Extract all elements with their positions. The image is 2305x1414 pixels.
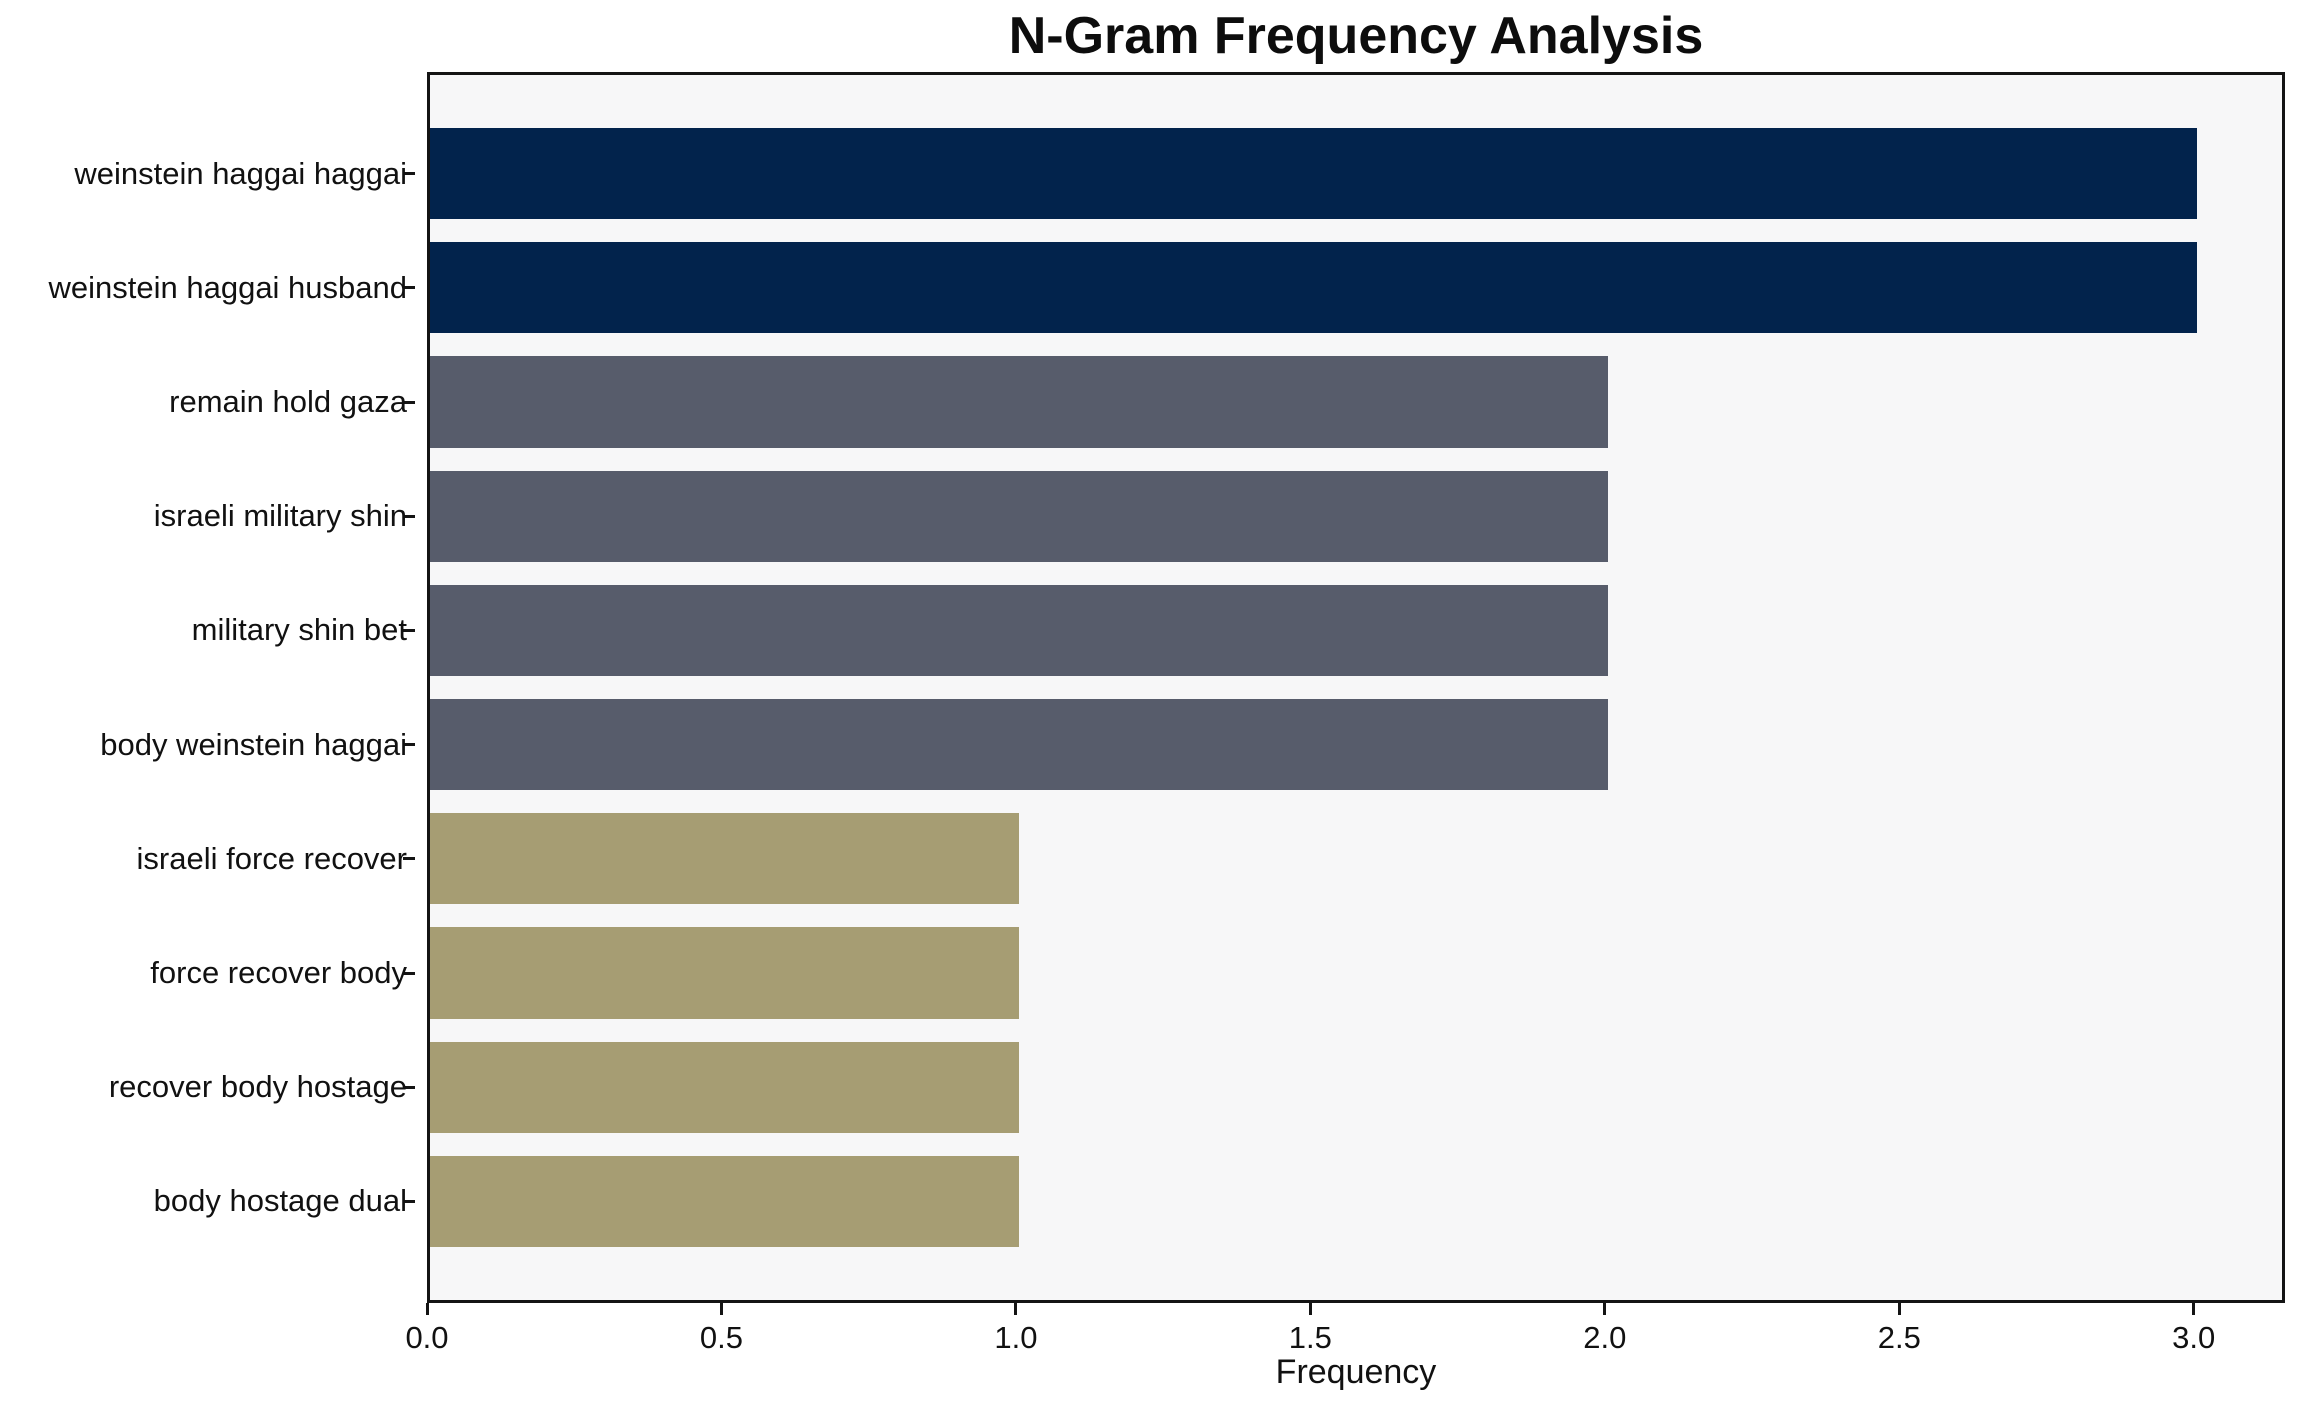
y-label-force-recover-body: force recover body (150, 955, 407, 990)
bar-remain-hold-gaza (430, 356, 1608, 448)
x-tick-1.5 (1308, 1303, 1312, 1315)
bar-weinstein-haggai-haggai (430, 127, 2197, 220)
x-tick-label-2.0: 2.0 (1583, 1320, 1627, 1355)
y-tick-military-shin-bet (403, 628, 415, 632)
x-tick-label-3.0: 3.0 (2172, 1320, 2216, 1355)
y-label-recover-body-hostage: recover body hostage (108, 1069, 407, 1105)
bar-body-hostage-dual (430, 1155, 1019, 1248)
x-tick-0.5 (719, 1303, 723, 1315)
y-tick-remain-hold-gaza (403, 400, 415, 404)
bar-recover-body-hostage (430, 1041, 1019, 1133)
x-tick-label-0.0: 0.0 (405, 1320, 449, 1355)
y-label-israeli-force-recover: israeli force recover (136, 840, 407, 876)
x-tick-label-1.5: 1.5 (1288, 1320, 1332, 1355)
y-label-israeli-military-shin: israeli military shin (153, 498, 407, 534)
y-tick-recover-body-hostage (403, 1085, 415, 1089)
bar-weinstein-haggai-husband (430, 242, 2197, 334)
x-tick-0.0 (425, 1303, 429, 1315)
y-tick-israeli-force-recover (403, 857, 415, 861)
x-axis-label: Frequency (1275, 1353, 1437, 1391)
x-tick-2.0 (1603, 1303, 1607, 1315)
y-axis-labels: weinstein haggai haggai weinstein haggai … (0, 72, 415, 1303)
bar-force-recover-body (430, 927, 1019, 1019)
y-label-body-hostage-dual: body hostage dual (153, 1183, 407, 1219)
x-tick-1.0 (1014, 1303, 1018, 1315)
x-tick-3.0 (2192, 1303, 2196, 1315)
x-axis-ticks: 0.0 0.5 1.0 1.5 2.0 2.5 3.0 (405, 1303, 2285, 1393)
y-label-military-shin-bet: military shin bet (191, 612, 407, 648)
chart-title: N-Gram Frequency Analysis (1008, 7, 1704, 65)
x-tick-label-1.0: 1.0 (994, 1320, 1038, 1355)
y-label-remain-hold-gaza: remain hold gaza (169, 384, 407, 419)
y-tick-israeli-military-shin (403, 514, 415, 518)
y-label-weinstein-haggai-haggai: weinstein haggai haggai (74, 155, 407, 191)
y-tick-body-hostage-dual (403, 1199, 415, 1203)
bar-israeli-military-shin (430, 470, 1608, 562)
bar-military-shin-bet (430, 584, 1608, 677)
y-label-body-weinstein-haggai: body weinstein haggai (100, 726, 407, 762)
x-tick-label-2.5: 2.5 (1877, 1320, 1921, 1355)
bar-israeli-force-recover (430, 813, 1019, 905)
y-label-weinstein-haggai-husband: weinstein haggai husband (48, 269, 408, 305)
y-tick-body-weinstein-haggai (403, 743, 415, 747)
y-tick-force-recover-body (403, 971, 415, 975)
bar-body-weinstein-haggai (430, 698, 1608, 791)
x-tick-2.5 (1897, 1303, 1901, 1315)
x-tick-label-0.5: 0.5 (699, 1320, 744, 1355)
y-tick-weinstein-haggai-husband (403, 286, 415, 290)
plot-area (427, 72, 2285, 1303)
y-tick-weinstein-haggai-haggai (403, 172, 415, 176)
